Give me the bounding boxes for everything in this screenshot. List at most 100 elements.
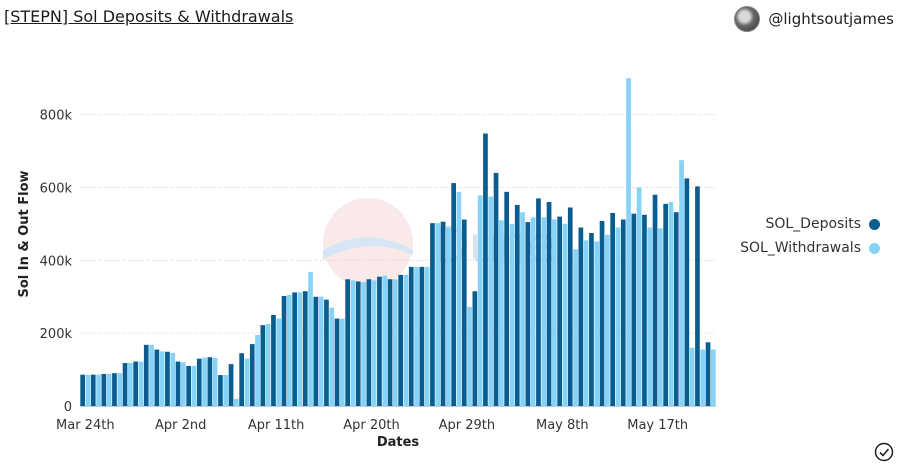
withdrawal-bar[interactable] [520, 212, 525, 406]
withdrawal-bar[interactable] [298, 292, 303, 406]
withdrawal-bar[interactable] [149, 345, 154, 406]
withdrawal-bar[interactable] [647, 228, 652, 406]
withdrawal-bar[interactable] [457, 192, 462, 406]
deposit-bar[interactable] [621, 220, 626, 406]
deposit-bar[interactable] [303, 291, 308, 406]
withdrawal-bar[interactable] [329, 308, 334, 406]
withdrawal-bar[interactable] [181, 362, 186, 406]
withdrawal-bar[interactable] [690, 348, 695, 406]
withdrawal-bar[interactable] [573, 249, 578, 406]
withdrawal-bar[interactable] [488, 197, 493, 406]
withdrawal-bar[interactable] [234, 399, 239, 406]
withdrawal-bar[interactable] [563, 224, 568, 406]
withdrawal-bar[interactable] [711, 350, 716, 406]
deposit-bar[interactable] [345, 279, 350, 406]
deposit-bar[interactable] [642, 215, 647, 406]
deposit-bar[interactable] [441, 222, 446, 406]
withdrawal-bar[interactable] [531, 217, 536, 406]
withdrawal-bar[interactable] [245, 359, 250, 406]
withdrawal-bar[interactable] [287, 295, 292, 406]
deposit-bar[interactable] [663, 204, 668, 406]
deposit-bar[interactable] [568, 208, 573, 406]
legend-item-deposits[interactable]: SOL_Deposits [740, 212, 880, 236]
withdrawal-bar[interactable] [414, 267, 419, 406]
withdrawal-bar[interactable] [404, 275, 409, 406]
deposit-bar[interactable] [451, 183, 456, 406]
deposit-bar[interactable] [208, 357, 213, 406]
deposit-bar[interactable] [483, 134, 488, 406]
withdrawal-bar[interactable] [393, 279, 398, 406]
withdrawal-bar[interactable] [139, 362, 144, 406]
deposit-bar[interactable] [526, 222, 531, 406]
withdrawal-bar[interactable] [637, 187, 642, 406]
deposit-bar[interactable] [292, 292, 297, 406]
deposit-bar[interactable] [388, 279, 393, 406]
withdrawal-bar[interactable] [679, 160, 684, 406]
deposit-bar[interactable] [610, 213, 615, 406]
deposit-bar[interactable] [589, 233, 594, 406]
deposit-bar[interactable] [579, 228, 584, 406]
legend-item-withdrawals[interactable]: SOL_Withdrawals [740, 236, 880, 260]
withdrawal-bar[interactable] [160, 351, 165, 406]
deposit-bar[interactable] [536, 198, 541, 406]
withdrawal-bar[interactable] [372, 280, 377, 406]
withdrawal-bar[interactable] [276, 319, 281, 406]
deposit-bar[interactable] [695, 186, 700, 406]
deposit-bar[interactable] [420, 267, 425, 406]
withdrawal-bar[interactable] [319, 297, 324, 406]
withdrawal-bar[interactable] [382, 276, 387, 406]
withdrawal-bar[interactable] [541, 217, 546, 406]
deposit-bar[interactable] [600, 221, 605, 406]
withdrawal-bar[interactable] [223, 375, 228, 406]
withdrawal-bar[interactable] [255, 335, 260, 406]
withdrawal-bar[interactable] [669, 202, 674, 406]
withdrawal-bar[interactable] [552, 220, 557, 406]
deposit-bar[interactable] [155, 350, 160, 406]
deposit-bar[interactable] [165, 352, 170, 406]
deposit-bar[interactable] [473, 291, 478, 406]
deposit-bar[interactable] [653, 195, 658, 406]
withdrawal-bar[interactable] [478, 195, 483, 406]
withdrawal-bar[interactable] [340, 319, 345, 406]
deposit-bar[interactable] [494, 173, 499, 406]
deposit-bar[interactable] [250, 344, 255, 406]
deposit-bar[interactable] [706, 342, 711, 406]
withdrawal-bar[interactable] [202, 358, 207, 406]
deposit-bar[interactable] [515, 205, 520, 406]
deposit-bar[interactable] [186, 366, 191, 406]
withdrawal-bar[interactable] [361, 282, 366, 406]
deposit-bar[interactable] [367, 279, 372, 406]
deposit-bar[interactable] [462, 220, 467, 406]
withdrawal-bar[interactable] [107, 374, 112, 406]
withdrawal-bar[interactable] [510, 224, 515, 406]
withdrawal-bar[interactable] [86, 375, 91, 406]
deposit-bar[interactable] [674, 212, 679, 406]
withdrawal-bar[interactable] [435, 223, 440, 406]
deposit-bar[interactable] [547, 202, 552, 406]
deposit-bar[interactable] [80, 375, 85, 406]
deposit-bar[interactable] [261, 325, 266, 406]
withdrawal-bar[interactable] [499, 220, 504, 406]
withdrawal-bar[interactable] [446, 228, 451, 406]
deposit-bar[interactable] [218, 375, 223, 406]
deposit-bar[interactable] [282, 296, 287, 406]
deposit-bar[interactable] [176, 362, 181, 406]
deposit-bar[interactable] [144, 345, 149, 406]
deposit-bar[interactable] [377, 277, 382, 406]
deposit-bar[interactable] [356, 281, 361, 406]
withdrawal-bar[interactable] [170, 353, 175, 406]
deposit-bar[interactable] [133, 362, 138, 406]
deposit-bar[interactable] [398, 275, 403, 406]
deposit-bar[interactable] [409, 267, 414, 406]
withdrawal-bar[interactable] [425, 267, 430, 406]
deposit-bar[interactable] [324, 300, 329, 406]
deposit-bar[interactable] [557, 217, 562, 406]
check-circle-icon[interactable] [874, 442, 894, 462]
deposit-bar[interactable] [504, 192, 509, 406]
deposit-bar[interactable] [197, 359, 202, 406]
deposit-bar[interactable] [430, 223, 435, 406]
withdrawal-bar[interactable] [467, 307, 472, 406]
deposit-bar[interactable] [102, 374, 107, 406]
withdrawal-bar[interactable] [308, 272, 313, 406]
deposit-bar[interactable] [314, 297, 319, 406]
